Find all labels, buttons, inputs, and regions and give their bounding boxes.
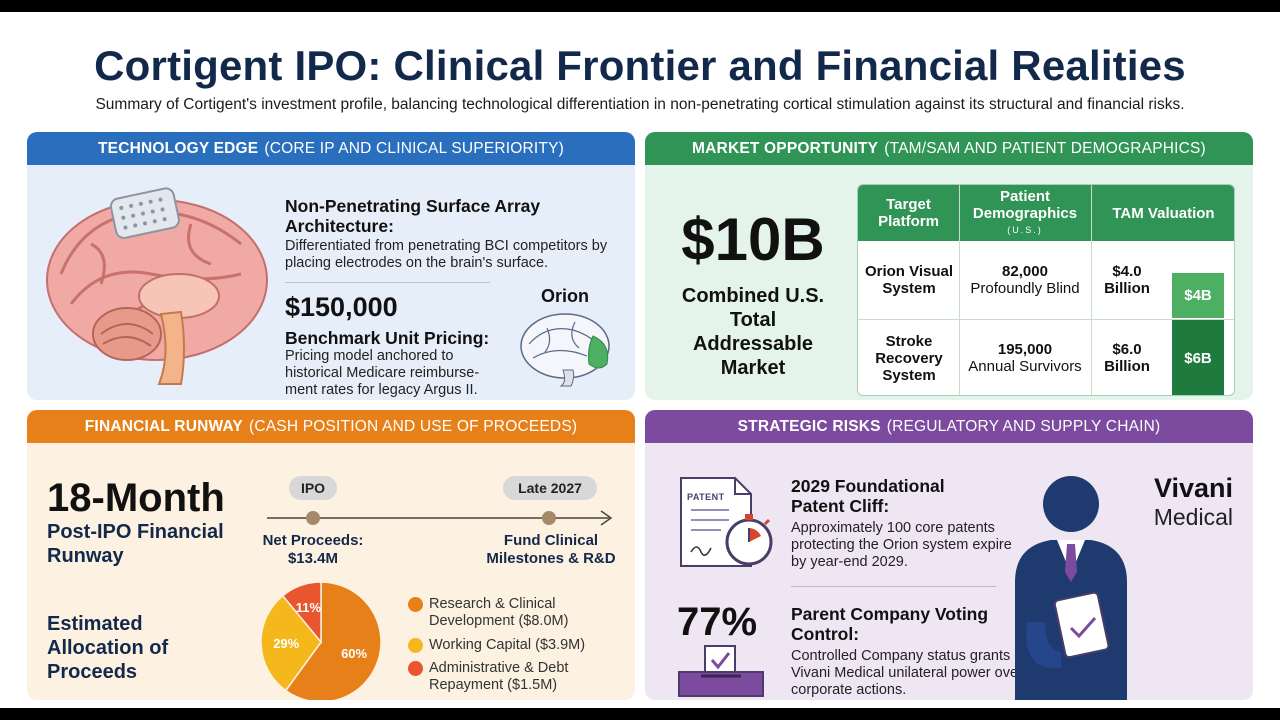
runway-label: Post-IPO Financial Runway — [47, 521, 224, 567]
patent-doc-label: PATENT — [687, 492, 725, 502]
stroke-group: Annual Survivors — [968, 358, 1082, 375]
stroke-count: 195,000 — [997, 341, 1053, 358]
pie-slice-label: 11% — [296, 600, 322, 615]
timeline-end-label: Fund Clinical Milestones & R&D — [486, 532, 616, 567]
orion-brain-icon — [520, 313, 610, 387]
financial-runway-panel: FINANCIAL RUNWAY (CASH POSITION AND USE … — [27, 410, 635, 700]
brand-line2: Medical — [1153, 504, 1233, 530]
pie-slice-label: 29% — [273, 636, 299, 651]
timeline-start-label: Net Proceeds: $13.4M — [262, 532, 364, 567]
legend-admin: Administrative & Debt Repayment ($1.5M) — [429, 660, 569, 693]
ballot-box-icon — [678, 645, 764, 697]
vote-body: Controlled Company status grants Vivani … — [791, 648, 1023, 698]
vote-title: Parent Company Voting Control: — [791, 604, 989, 644]
table-header-row: Target Platform Patient Demographics (U.… — [858, 185, 1234, 241]
risk-header: STRATEGIC RISKS (REGULATORY AND SUPPLY C… — [645, 410, 1253, 443]
tam-bar-stroke: $6B — [1172, 320, 1224, 395]
orion-label: Orion — [541, 286, 589, 306]
infographic-canvas: Cortigent IPO: Clinical Frontier and Fin… — [0, 12, 1280, 708]
page-subtitle: Summary of Cortigent's investment profil… — [95, 96, 1185, 113]
header-rest: (CORE IP AND CLINICAL SUPERIORITY) — [264, 139, 564, 157]
patent-document-icon — [680, 477, 773, 567]
header-target-platform: Target Platform — [878, 196, 939, 230]
patent-title: 2029 Foundational Patent Cliff: — [791, 476, 945, 516]
vote-value: 77% — [677, 600, 758, 644]
divider — [791, 586, 996, 587]
col-divider — [1091, 185, 1092, 395]
technology-edge-panel: TECHNOLOGY EDGE (CORE IP AND CLINICAL SU… — [27, 132, 635, 400]
timeline-start-pill: IPO — [289, 476, 337, 500]
pie-slice — [281, 581, 322, 645]
header-tam-valuation: TAM Valuation — [1112, 204, 1215, 222]
brand-line1: Vivani — [1153, 473, 1233, 503]
header-bold: STRATEGIC RISKS — [737, 417, 881, 435]
market-header: MARKET OPPORTUNITY (TAM/SAM AND PATIENT … — [645, 132, 1253, 165]
row-stroke-demographics: 195,000 Annual Survivors — [959, 319, 1091, 395]
row-stroke-platform: Stroke Recovery System — [875, 332, 943, 384]
row-orion-demographics: 82,000 Profoundly Blind — [959, 241, 1091, 319]
tam-total-label: Combined U.S. Total Addressable Market — [681, 285, 825, 379]
legend-dot-admin — [408, 661, 423, 676]
header-rest: (TAM/SAM AND PATIENT DEMOGRAPHICS) — [884, 139, 1206, 157]
price-value: $150,000 — [285, 292, 398, 322]
header-rest: (REGULATORY AND SUPPLY CHAIN) — [886, 417, 1161, 435]
executive-figure-icon — [1015, 476, 1127, 700]
page-title: Cortigent IPO: Clinical Frontier and Fin… — [94, 42, 1186, 89]
row-orion-platform: Orion Visual System — [864, 263, 954, 297]
market-opportunity-panel: MARKET OPPORTUNITY (TAM/SAM AND PATIENT … — [645, 132, 1253, 400]
orion-group: Profoundly Blind — [970, 280, 1080, 297]
legend-dot-research — [408, 597, 423, 612]
orion-count: 82,000 — [1002, 263, 1048, 280]
header-rest: (CASH POSITION AND USE OF PROCEEDS) — [248, 417, 578, 435]
runway-value: 18-Month — [47, 476, 225, 520]
row-stroke-tam: $6.0 Billion — [1104, 341, 1150, 375]
row-divider — [858, 319, 1234, 320]
header-bold: FINANCIAL RUNWAY — [84, 417, 243, 435]
array-title: Non-Penetrating Surface Array Architectu… — [285, 196, 541, 236]
header-demographics-text: Patient Demographics — [972, 187, 1078, 222]
financial-header: FINANCIAL RUNWAY (CASH POSITION AND USE … — [27, 410, 635, 443]
header-demographics-sub: (U.S.) — [1007, 224, 1043, 235]
price-body: Pricing model anchored to historical Med… — [285, 348, 480, 398]
market-table: Target Platform Patient Demographics (U.… — [857, 184, 1235, 396]
brain-illustration-icon — [46, 187, 268, 385]
timeline-arrow — [267, 510, 613, 526]
header-bold: MARKET OPPORTUNITY — [692, 139, 879, 157]
legend-research: Research & Clinical Development ($8.0M) — [429, 596, 569, 629]
row-orion-tam: $4.0 Billion — [1104, 263, 1150, 297]
timeline-end-pill: Late 2027 — [503, 476, 597, 500]
header-patient-demographics: Patient Demographics (U.S.) — [959, 185, 1091, 241]
col-divider — [959, 185, 960, 395]
divider — [285, 282, 490, 283]
price-title: Benchmark Unit Pricing: — [285, 328, 490, 348]
header-bold: TECHNOLOGY EDGE — [98, 139, 259, 157]
pie-slice — [284, 581, 382, 700]
allocation-pie-chart: 60% 29% 11% — [260, 581, 382, 700]
tam-bar-orion: $4B — [1172, 273, 1224, 318]
legend-dot-working-capital — [408, 638, 423, 653]
pie-slice — [260, 594, 322, 692]
tam-total-value: $10B — [681, 206, 825, 273]
allocation-label: Estimated Allocation of Proceeds — [47, 613, 169, 683]
patent-body: Approximately 100 core patents protectin… — [791, 520, 1012, 570]
legend-working-capital: Working Capital ($3.9M) — [429, 637, 586, 653]
pie-slice-label: 60% — [341, 646, 367, 661]
technology-edge-header: TECHNOLOGY EDGE (CORE IP AND CLINICAL SU… — [27, 132, 635, 165]
strategic-risks-panel: STRATEGIC RISKS (REGULATORY AND SUPPLY C… — [645, 410, 1253, 700]
array-body: Differentiated from penetrating BCI comp… — [285, 238, 608, 271]
